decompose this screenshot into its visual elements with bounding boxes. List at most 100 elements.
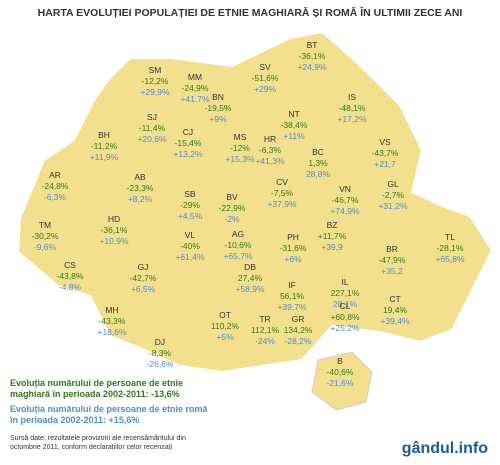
roma-change: 28,1% [333,299,358,309]
county-code: AR [49,170,61,180]
county-code: BZ [327,220,338,230]
roma-change: +39,4% [380,316,410,326]
county-code: PH [287,232,299,242]
hungarian-change: -8,3% [149,348,172,358]
county-code: MM [188,72,202,82]
hungarian-change: -43,8% [57,271,84,281]
hungarian-change: -11,4% [139,123,166,133]
hungarian-change: -22,9% [219,203,246,213]
hungarian-change: -47,9% [379,255,406,265]
county-code: TL [445,232,455,242]
roma-change: +4,5% [178,211,203,221]
roma-change: -9,6% [34,242,57,252]
hungarian-change: -43,3% [99,316,126,326]
hungarian-change: -12,2% [142,76,169,86]
hungarian-change: 227,1% [331,288,360,298]
logo: gândul.info [401,440,488,457]
hungarian-change: -36,1% [101,225,128,235]
roma-change: +29% [254,84,276,94]
county-code: BT [307,40,318,50]
roma-change: +35,2 [381,266,403,276]
hungarian-change: -24,9% [182,83,209,93]
roma-change: +20,6% [137,134,167,144]
roma-change: +39,9 [321,242,343,252]
hungarian-change: -40,6% [327,367,354,377]
roma-change: -21,6% [327,378,354,388]
county-code: NT [288,109,299,119]
roma-change: +41,3% [255,156,285,166]
roma-change: +15,3% [225,154,255,164]
hungarian-change: -2,7% [382,190,405,200]
hungarian-change: 56,1% [280,291,305,301]
roma-change: +58,9% [235,284,265,294]
hungarian-change: -12% [230,143,250,153]
county-code: VL [185,230,196,240]
hungarian-change: -42,7% [130,273,157,283]
legend-roma: Evoluția numărului de persoane de etnie … [10,404,208,425]
roma-change: +11% [283,131,305,141]
roma-change: +9% [209,114,227,124]
hungarian-change: 1,3% [308,158,328,168]
county-code: VS [379,137,391,147]
roma-change: +10,9% [99,236,129,246]
romania-outline [16,30,494,374]
county-code: BN [212,92,224,102]
roma-change: +17,2% [337,114,367,124]
county-code: MH [105,305,118,315]
hungarian-change: -23,3% [127,183,154,193]
roma-change: +13,2% [173,149,203,159]
county-code: GJ [138,262,149,272]
hungarian-change: -19,5% [205,103,232,113]
roma-change: +74,9% [330,206,360,216]
roma-change: +65,8% [435,254,465,264]
roma-change: +41,7% [180,94,210,104]
hungarian-change: 110,2% [211,321,240,331]
county-code: GR [292,314,305,324]
county-code: HD [108,214,120,224]
county-code: IS [348,92,356,102]
hungarian-change: -24,8% [42,181,69,191]
hungarian-change: +11,7% [318,231,347,241]
roma-change: -2% [224,214,240,224]
hungarian-change: -43,7% [372,148,399,158]
county-code: AB [134,172,146,182]
county-code: VN [339,184,351,194]
hungarian-change: -38,4% [281,120,308,130]
roma-change: +24,9% [297,62,327,72]
hungarian-change: -36,1% [299,51,326,61]
county-code: SM [149,65,162,75]
hungarian-change: 134,2% [284,325,313,335]
county-code: TR [259,314,270,324]
roma-change: +5% [216,332,234,342]
hungarian-change: -30,2% [32,231,59,241]
county-code: TM [39,220,51,230]
hungarian-change: -15,4% [175,138,202,148]
roma-change: +61,4% [175,252,205,262]
roma-change: +21,7 [374,159,396,169]
roma-change: +8,2% [128,194,153,204]
roma-change: -4,8% [59,282,82,292]
roma-change: +25,2% [330,323,360,333]
bucharest-inset [311,351,373,411]
roma-change: +65,7% [223,251,253,261]
county-code: GL [387,179,399,189]
county-code: IL [341,277,348,287]
hungarian-change: -6,3% [259,145,282,155]
county-code: OT [219,310,231,320]
hungarian-change: -29% [180,200,200,210]
roma-change: +6,5% [131,284,156,294]
roma-change: -6,3% [44,192,67,202]
county-code: HR [264,134,276,144]
county-code: CT [389,294,400,304]
roma-change: +37,9% [267,199,297,209]
county-code: SV [259,62,271,72]
roma-change: +39,7% [277,302,307,312]
county-code: SJ [147,112,157,122]
source: Sursă date: rezultatele provizorii ale r… [10,435,186,451]
roma-change: +11,9% [90,152,119,162]
county-code: IF [288,280,296,290]
roma-change: +6% [284,254,302,264]
county-code: DB [244,262,256,272]
